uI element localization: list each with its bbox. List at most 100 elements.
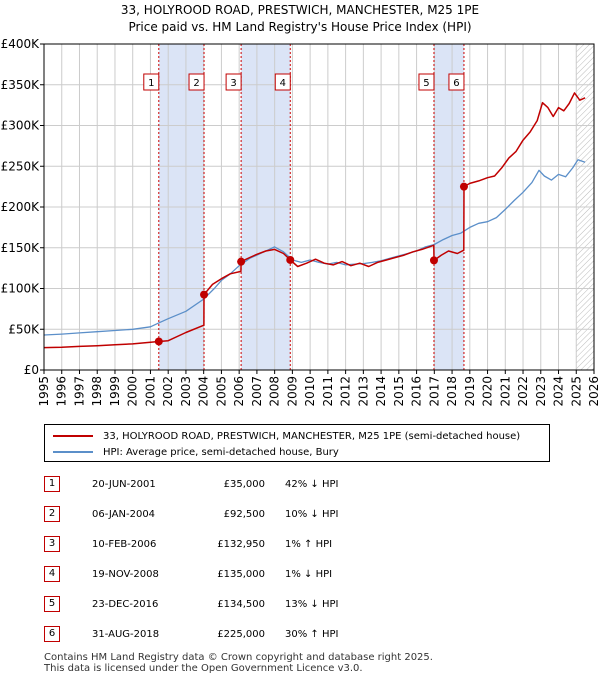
sales-row: 1 20-JUN-2001 £35,000 42% ↓ HPI bbox=[0, 472, 600, 494]
legend-swatch-property bbox=[53, 435, 93, 437]
sale-label-box bbox=[188, 73, 205, 91]
sales-row: 4 19-NOV-2008 £135,000 1% ↓ HPI bbox=[0, 562, 600, 584]
sale-label-box bbox=[143, 73, 160, 91]
chart-subtitle: Price paid vs. HM Land Registry's House … bbox=[128, 20, 472, 34]
sale-number-badge: 6 bbox=[44, 626, 60, 642]
chart-legend: 33, HOLYROOD ROAD, PRESTWICH, MANCHESTER… bbox=[44, 424, 550, 462]
sales-row: 6 31-AUG-2018 £225,000 30% ↑ HPI bbox=[0, 622, 600, 644]
x-tick-label: 2024 bbox=[552, 376, 566, 407]
sale-marker bbox=[200, 290, 209, 299]
x-tick-label: 1998 bbox=[90, 376, 104, 407]
y-tick-label: £0 bbox=[24, 363, 39, 377]
x-tick-label: 1999 bbox=[108, 376, 122, 407]
sale-marker bbox=[237, 257, 246, 266]
x-tick-label: 2007 bbox=[250, 376, 264, 407]
sale-price: £92,500 bbox=[223, 509, 265, 520]
sale-number-badge: 3 bbox=[44, 536, 60, 552]
sale-date: 10-FEB-2006 bbox=[92, 539, 157, 550]
legend-item-hpi: HPI: Average price, semi-detached house,… bbox=[53, 445, 339, 459]
y-tick-label: £50K bbox=[8, 322, 40, 336]
x-tick-label: 2025 bbox=[569, 376, 583, 407]
sale-label-number: 2 bbox=[193, 78, 199, 89]
price-chart: £0 £50K £100K £150K £200K £250K £300K £350K £400… bbox=[1, 37, 600, 407]
sale-label-number: 1 bbox=[148, 78, 154, 89]
x-tick-label: 2011 bbox=[321, 376, 335, 407]
sale-hpi-comparison: 30% ↑ HPI bbox=[285, 629, 339, 640]
sale-price: £35,000 bbox=[223, 479, 265, 490]
y-tick-label: £200K bbox=[1, 200, 41, 214]
x-tick-label: 2001 bbox=[143, 376, 157, 407]
x-tick-label: 2015 bbox=[392, 376, 406, 407]
legend-item-property: 33, HOLYROOD ROAD, PRESTWICH, MANCHESTER… bbox=[53, 429, 520, 443]
sale-number-badge: 5 bbox=[44, 596, 60, 612]
sale-label-number: 3 bbox=[230, 78, 236, 89]
footer-copyright: Contains HM Land Registry data © Crown c… bbox=[44, 652, 433, 663]
y-tick-label: £250K bbox=[1, 159, 41, 173]
sale-hpi-comparison: 10% ↓ HPI bbox=[285, 509, 339, 520]
x-tick-label: 2026 bbox=[587, 376, 600, 407]
sale-date: 06-JAN-2004 bbox=[92, 509, 156, 520]
sale-label-number: 6 bbox=[453, 78, 459, 89]
x-tick-label: 1995 bbox=[37, 376, 51, 407]
sale-price: £225,000 bbox=[217, 629, 265, 640]
x-tick-label: 2003 bbox=[179, 376, 193, 407]
sale-label-box bbox=[418, 73, 435, 91]
y-tick-label: £400K bbox=[1, 37, 41, 51]
x-tick-label: 2017 bbox=[427, 376, 441, 407]
x-tick-label: 2009 bbox=[285, 376, 299, 407]
series-line-property bbox=[43, 92, 586, 349]
sale-hpi-comparison: 1% ↓ HPI bbox=[285, 569, 333, 580]
sale-marker bbox=[154, 337, 163, 346]
sale-hpi-comparison: 42% ↓ HPI bbox=[285, 479, 339, 490]
x-tick-label: 2021 bbox=[498, 376, 512, 407]
sales-row: 3 10-FEB-2006 £132,950 1% ↑ HPI bbox=[0, 532, 600, 554]
x-tick-label: 2013 bbox=[356, 376, 370, 407]
sale-date: 19-NOV-2008 bbox=[92, 569, 159, 580]
sale-date: 23-DEC-2016 bbox=[92, 599, 159, 610]
sales-row: 2 06-JAN-2004 £92,500 10% ↓ HPI bbox=[0, 502, 600, 524]
sale-hpi-comparison: 13% ↓ HPI bbox=[285, 599, 339, 610]
footer-licence: This data is licensed under the Open Gov… bbox=[44, 663, 363, 674]
sale-price: £135,000 bbox=[217, 569, 265, 580]
sale-number-badge: 1 bbox=[44, 476, 60, 492]
sales-row: 5 23-DEC-2016 £134,500 13% ↓ HPI bbox=[0, 592, 600, 614]
x-tick-label: 2000 bbox=[126, 376, 140, 407]
sale-marker bbox=[429, 256, 438, 265]
y-tick-label: £350K bbox=[1, 78, 41, 92]
chart-title-line1: 33, HOLYROOD ROAD, PRESTWICH, MANCHESTER… bbox=[120, 3, 480, 17]
y-tick-label: £100K bbox=[1, 282, 41, 296]
sale-marker bbox=[459, 182, 468, 191]
x-tick-label: 2016 bbox=[410, 376, 424, 407]
sale-label-box bbox=[274, 73, 291, 91]
sale-date: 20-JUN-2001 bbox=[92, 479, 156, 490]
x-tick-label: 2022 bbox=[516, 376, 530, 407]
sale-number-badge: 2 bbox=[44, 506, 60, 522]
legend-label-hpi: HPI: Average price, semi-detached house,… bbox=[103, 446, 339, 458]
x-tick-label: 2004 bbox=[197, 376, 211, 407]
sale-price: £132,950 bbox=[217, 539, 265, 550]
x-tick-label: 2005 bbox=[214, 376, 228, 407]
x-tick-label: 2014 bbox=[374, 376, 388, 407]
sale-marker bbox=[286, 255, 295, 264]
legend-swatch-hpi bbox=[53, 451, 93, 453]
sale-label-number: 4 bbox=[280, 78, 286, 89]
sale-hpi-comparison: 1% ↑ HPI bbox=[285, 539, 333, 550]
x-tick-label: 2008 bbox=[268, 376, 282, 407]
x-tick-label: 2019 bbox=[463, 376, 477, 407]
chart-title: 33, HOLYROOD ROAD, PRESTWICH, MANCHESTER… bbox=[0, 2, 600, 36]
y-tick-label: £150K bbox=[1, 241, 41, 255]
sale-label-box bbox=[225, 73, 242, 91]
x-tick-label: 2012 bbox=[339, 376, 353, 407]
x-tick-label: 2020 bbox=[481, 376, 495, 407]
footer-attribution: Contains HM Land Registry data © Crown c… bbox=[44, 652, 433, 674]
sale-label-number: 5 bbox=[423, 78, 429, 89]
x-tick-label: 2018 bbox=[445, 376, 459, 407]
x-tick-label: 2023 bbox=[534, 376, 548, 407]
sale-label-box bbox=[448, 73, 465, 91]
y-tick-label: £300K bbox=[1, 119, 41, 133]
sale-number-badge: 4 bbox=[44, 566, 60, 582]
x-tick-label: 2006 bbox=[232, 376, 246, 407]
x-tick-label: 1996 bbox=[55, 376, 69, 407]
sale-date: 31-AUG-2018 bbox=[92, 629, 160, 640]
sale-price: £134,500 bbox=[217, 599, 265, 610]
